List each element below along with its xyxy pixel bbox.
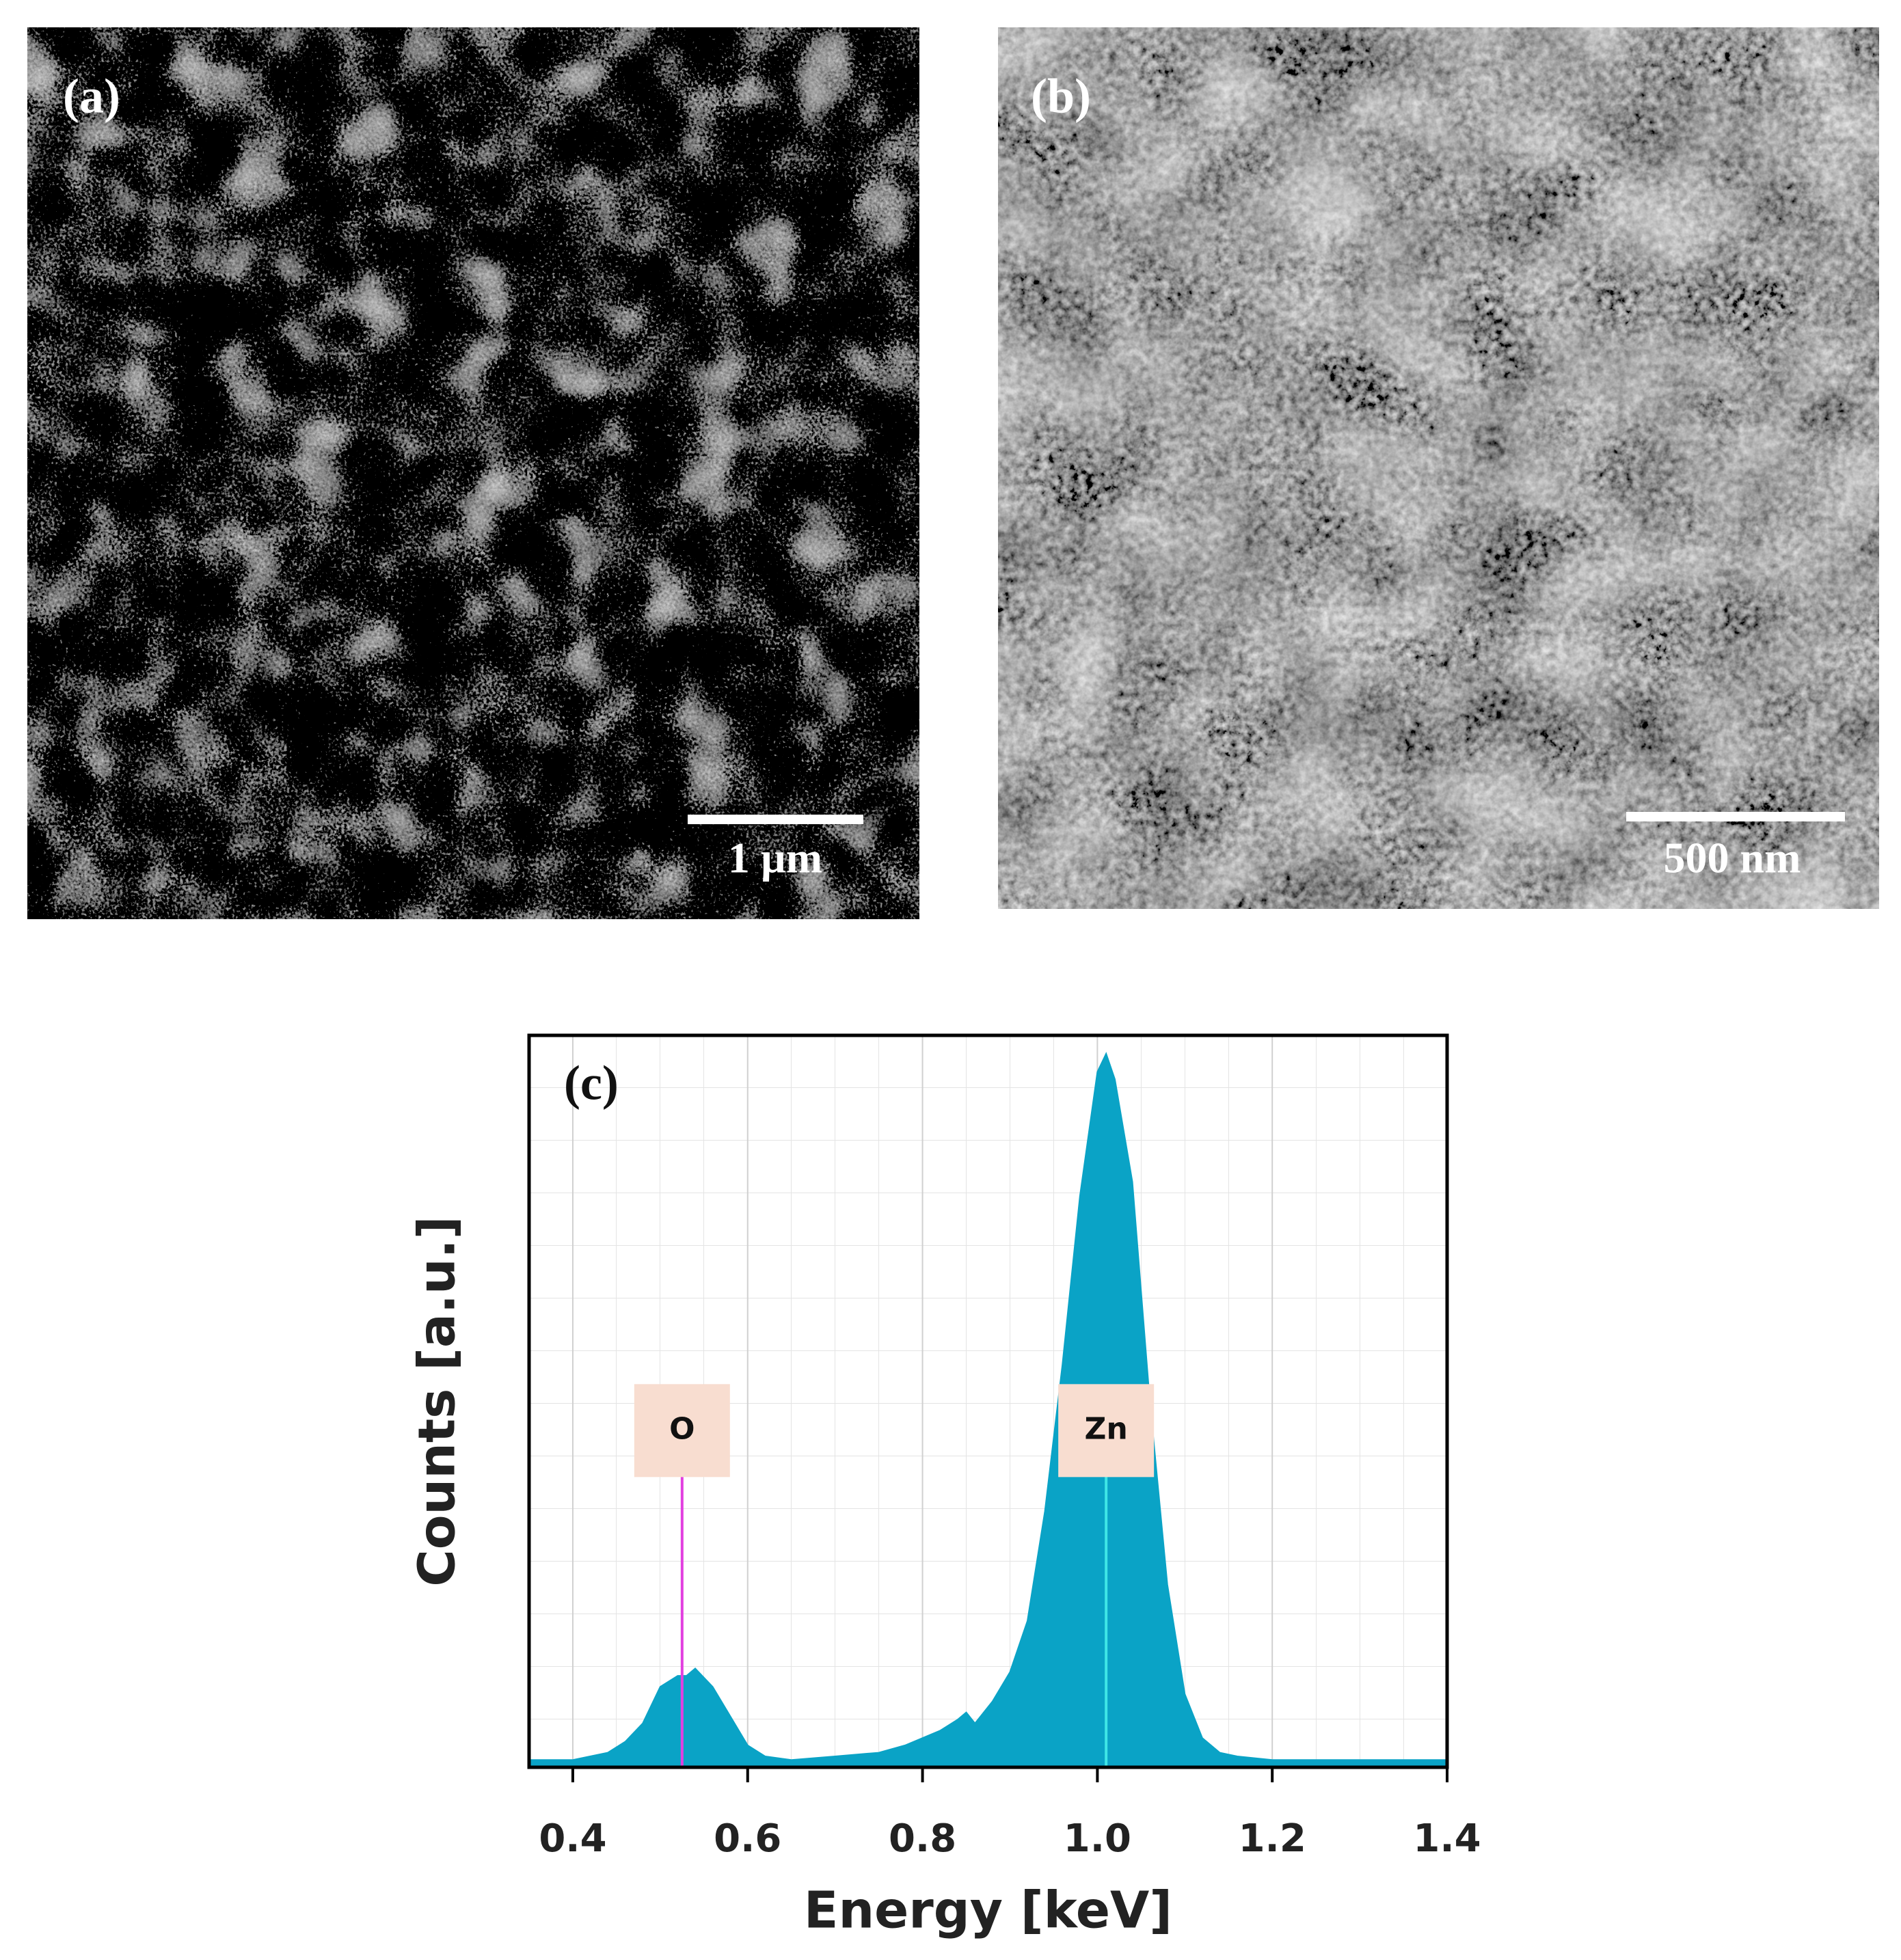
annotation-label: Zn <box>1085 1411 1128 1446</box>
panel-label: (c) <box>564 1056 619 1111</box>
scale-bar-label: 500 nm <box>1664 834 1801 882</box>
sem-panel-a: (a) 1 µm <box>27 27 919 919</box>
x-axis-title: Energy [keV] <box>804 1881 1172 1940</box>
scale-bar-label: 1 µm <box>728 834 822 882</box>
sem-image <box>998 27 1879 909</box>
sem-panel-b: (b) 500 nm <box>998 27 1879 909</box>
x-tick-label: 1.2 <box>1239 1816 1306 1861</box>
y-axis-title: Counts [a.u.] <box>408 1216 467 1586</box>
scale-bar <box>1626 812 1845 821</box>
plot-frame <box>527 1033 1449 1769</box>
x-tick-label: 1.4 <box>1413 1816 1481 1861</box>
x-tick-label: 0.8 <box>889 1816 956 1861</box>
x-tick-label: 0.6 <box>714 1816 781 1861</box>
panel-label: (a) <box>63 69 120 124</box>
spectrum-area <box>528 1052 1448 1768</box>
annotation-label: O <box>669 1411 695 1446</box>
panel-label: (b) <box>1031 69 1091 124</box>
annotation-box <box>1058 1384 1155 1478</box>
x-tick-label: 1.0 <box>1064 1816 1131 1861</box>
eds-chart: 0.4 0.6 0.8 1.0 1.2 1.4 O Zn (c) Energy [keV] Coun… <box>408 1033 1481 1940</box>
annotation-box <box>634 1384 730 1478</box>
x-tick-label: 0.4 <box>539 1816 606 1861</box>
sem-image <box>27 27 919 919</box>
scale-bar <box>688 815 863 824</box>
